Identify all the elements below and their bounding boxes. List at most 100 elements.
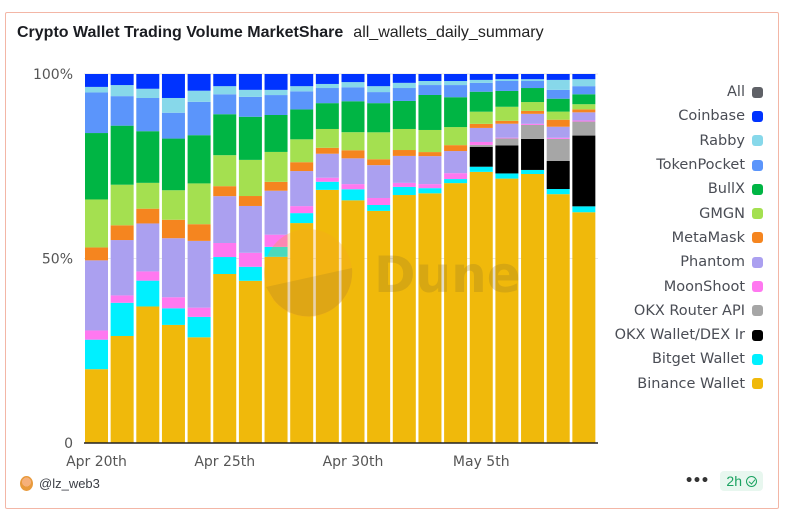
author-handle[interactable]: @lz_web3 (39, 476, 100, 491)
bar-segment-coinbase (136, 74, 160, 89)
bar-segment-binance-wallet (469, 171, 493, 444)
bar-segment-gmgn (367, 132, 391, 160)
bar-segment-moonshoot (572, 120, 596, 122)
bar-segment-metamask (367, 159, 391, 166)
bar-segment-phantom (495, 123, 519, 138)
bar-segment-tokenpocket (572, 86, 596, 95)
bar-segment-rabby (187, 90, 211, 102)
bar-stack (187, 74, 211, 443)
bar-segment-tokenpocket (418, 85, 442, 95)
legend-swatch (752, 183, 763, 195)
gridlines (84, 73, 598, 259)
bar-stack (341, 74, 365, 443)
bar-segment-gmgn (187, 183, 211, 225)
legend-label: BullX (707, 181, 745, 198)
bar-stack (392, 74, 416, 443)
more-options-icon[interactable]: ••• (684, 473, 710, 489)
dune-watermark: Dune (264, 229, 521, 317)
bar-segment-binance-wallet (213, 273, 237, 443)
bar-segment-metamask (136, 208, 160, 224)
bar-segment-bitget-wallet (546, 189, 570, 195)
legend-item[interactable]: Phantom (583, 250, 763, 274)
query-name[interactable]: all_wallets_daily_summary (353, 24, 544, 41)
legend-item[interactable]: BullX (583, 177, 763, 201)
bar-segment-binance-wallet (521, 173, 545, 443)
legend-item[interactable]: All (583, 80, 763, 104)
legend-item[interactable]: Bitget Wallet (583, 347, 763, 371)
bar-segment-gmgn (161, 190, 185, 220)
bar-segment-gmgn (136, 182, 160, 209)
bar-segment-coinbase (521, 74, 545, 80)
chart-header: Crypto Wallet Trading Volume MarketShare… (17, 24, 544, 42)
bar-segment-coinbase (392, 74, 416, 83)
bar-segment-okx-wallet-dex-ir (546, 160, 570, 190)
bar-segment-bullx (572, 94, 596, 105)
legend-label: Rabby (699, 132, 745, 149)
bar-segment-bitget-wallet (392, 186, 416, 196)
legend-swatch (752, 281, 763, 293)
dune-logo-circle (264, 229, 352, 317)
bar-segment-moonshoot (341, 184, 365, 190)
bar-stack (213, 74, 237, 443)
freshness-badge[interactable]: 2h (720, 471, 763, 491)
bar-segment-phantom (315, 153, 339, 178)
legend-label: OKX Router API (633, 302, 745, 319)
bar-segment-tokenpocket (187, 101, 211, 136)
bar-segment-gmgn (264, 151, 288, 182)
bar-segment-okx-router-api (495, 138, 519, 146)
legend-swatch (752, 232, 763, 244)
bar-stack (367, 74, 391, 443)
bar-segment-gmgn (392, 128, 416, 151)
author[interactable]: @lz_web3 (20, 476, 100, 491)
bar-segment-binance-wallet (418, 193, 442, 443)
bar-segment-binance-wallet (136, 306, 160, 443)
bar-segment-metamask (264, 181, 288, 191)
bar-stack (521, 74, 545, 443)
legend-item[interactable]: OKX Wallet/DEX Ir (583, 323, 763, 347)
legend-item[interactable]: GMGN (583, 201, 763, 225)
legend-item[interactable]: Binance Wallet (583, 372, 763, 396)
bar-segment-metamask (392, 150, 416, 156)
legend-item[interactable]: OKX Router API (583, 299, 763, 323)
legend: All Coinbase Rabby TokenPocket BullX GMGN Meta… (583, 80, 763, 396)
bar-segment-metamask (110, 225, 134, 241)
bar-segment-moonshoot (110, 295, 134, 303)
bar-segment-rabby (418, 80, 442, 86)
bar-segment-bitget-wallet (469, 166, 493, 172)
bar-segment-rabby (444, 81, 468, 86)
bar-stack (418, 74, 442, 443)
legend-item[interactable]: MoonShoot (583, 274, 763, 298)
legend-swatch (752, 305, 763, 317)
bar-segment-phantom (341, 158, 365, 185)
x-tick-label: Apr 25th (194, 454, 255, 470)
legend-swatch (752, 378, 763, 390)
bar-segment-gmgn (238, 159, 262, 197)
bar-segment-moonshoot (546, 137, 570, 139)
y-axis: 0 50% 100% (33, 67, 73, 452)
bar-segment-tokenpocket (264, 95, 288, 115)
bar-segment-bullx (110, 125, 134, 185)
legend-item[interactable]: Rabby (583, 129, 763, 153)
bar-segment-metamask (546, 119, 570, 127)
bar-segment-metamask (495, 120, 519, 124)
legend-label: Coinbase (678, 108, 745, 125)
bar-segment-binance-wallet (315, 189, 339, 443)
legend-item[interactable]: Coinbase (583, 104, 763, 128)
bar-stack (572, 74, 596, 443)
bar-stack (546, 74, 570, 443)
bar-segment-tokenpocket (213, 94, 237, 115)
bar-stack (85, 74, 108, 443)
bar-segment-bitget-wallet (187, 316, 211, 338)
bar-segment-tokenpocket (290, 91, 314, 110)
bar-segment-binance-wallet (367, 210, 391, 443)
bar-segment-coinbase (572, 74, 596, 80)
bar-segment-gmgn (110, 184, 134, 226)
legend-item[interactable]: MetaMask (583, 226, 763, 250)
bar-segment-bitget-wallet (315, 181, 339, 190)
bar-segment-coinbase (546, 74, 570, 80)
bar-segment-bitget-wallet (264, 246, 288, 257)
bar-segment-coinbase (85, 74, 108, 87)
legend-item[interactable]: TokenPocket (583, 153, 763, 177)
bar-segment-bullx (264, 115, 288, 152)
bar-segment-bullx (213, 114, 237, 156)
